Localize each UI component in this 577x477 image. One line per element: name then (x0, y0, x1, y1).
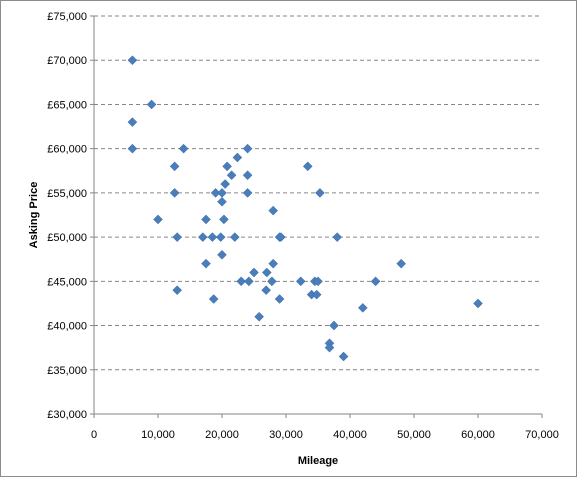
y-tick-label: £65,000 (47, 99, 87, 111)
data-point (370, 276, 381, 287)
y-axis-title: Asking Price (28, 182, 40, 249)
x-axis-title: Mileage (298, 455, 338, 467)
x-tick-label: 0 (91, 429, 97, 441)
data-point (268, 205, 279, 216)
data-point (146, 99, 157, 110)
data-point (261, 285, 272, 296)
data-point (332, 232, 343, 242)
data-point (249, 267, 259, 278)
data-point (215, 232, 226, 242)
data-point (172, 285, 183, 296)
data-point (127, 117, 138, 127)
data-point (127, 143, 138, 154)
data-point (219, 214, 229, 225)
data-point (178, 143, 189, 154)
data-point (197, 232, 208, 242)
y-tick-label: £70,000 (47, 55, 87, 67)
data-points (127, 55, 483, 362)
data-point (127, 55, 138, 66)
data-point (295, 276, 306, 287)
data-point (242, 143, 253, 154)
x-tick-label: 50,000 (397, 429, 431, 441)
data-point (226, 170, 237, 181)
y-tick-label: £60,000 (47, 144, 87, 156)
data-point (217, 188, 227, 198)
data-point (268, 258, 279, 269)
data-point (338, 351, 349, 362)
data-point (274, 294, 285, 304)
y-tick-label: £40,000 (47, 321, 87, 333)
data-point (169, 161, 180, 172)
data-point (201, 258, 211, 269)
data-point (473, 298, 483, 309)
data-point (329, 320, 339, 331)
data-point (267, 276, 277, 287)
data-point (242, 170, 253, 181)
data-point (169, 188, 180, 198)
axes (93, 16, 542, 415)
data-point (229, 232, 240, 242)
x-tick-label: 60,000 (461, 429, 495, 441)
data-point (242, 188, 253, 198)
x-tick-labels: 0 10,000 20,000 30,000 40,000 50,000 60,000 70,… (91, 429, 559, 441)
data-point (315, 188, 325, 198)
data-point (313, 276, 323, 287)
x-tick-label: 20,000 (205, 429, 239, 441)
data-point (302, 161, 313, 172)
y-tick-label: £45,000 (47, 276, 87, 288)
data-point (222, 161, 232, 172)
x-tick-label: 40,000 (333, 429, 367, 441)
data-point (357, 303, 368, 313)
y-tick-labels: £30,000 £35,000 £40,000 £45,000 £50,000 £55,0… (47, 11, 87, 421)
data-point (261, 267, 272, 278)
data-point (276, 232, 286, 242)
data-point (217, 196, 227, 207)
x-tick-label: 30,000 (269, 429, 303, 441)
data-point (217, 249, 227, 260)
y-tick-label: £30,000 (47, 409, 87, 421)
x-tick-label: 10,000 (141, 429, 175, 441)
data-point (220, 179, 231, 189)
data-point (201, 214, 211, 225)
data-point (324, 342, 335, 353)
y-tick-label: £50,000 (47, 232, 87, 244)
y-tick-label: £75,000 (47, 11, 87, 23)
data-point (208, 294, 219, 304)
y-tick-label: £35,000 (47, 365, 87, 377)
data-point (244, 276, 254, 287)
data-point (172, 232, 183, 242)
data-point (254, 311, 264, 322)
data-point (311, 289, 322, 300)
data-point (396, 258, 407, 269)
data-point (232, 152, 243, 163)
data-point (153, 214, 163, 225)
y-tick-label: £55,000 (47, 188, 87, 200)
data-point (210, 188, 221, 198)
data-point (207, 232, 218, 242)
data-point (236, 276, 247, 287)
x-tick-label: 70,000 (525, 429, 559, 441)
